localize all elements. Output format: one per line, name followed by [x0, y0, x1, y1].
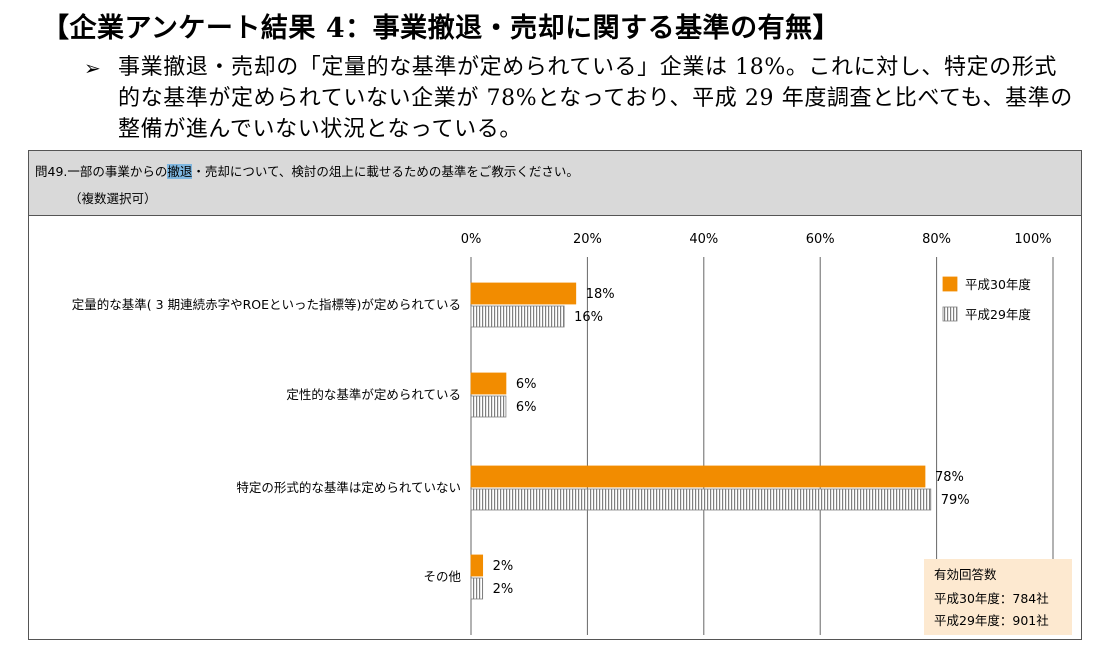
- bar-chart: 0% 20% 40% 60% 80% 100% 定量的な基準( 3 期連続赤字やROEとい…: [72, 232, 1072, 635]
- legend-label: 平成29年度: [965, 307, 1031, 322]
- bar-h30: [470, 465, 926, 488]
- category-label: 定量的な基準( 3 期連続赤字やROEといった指標等)が定められている: [72, 297, 461, 312]
- bar-h30: [470, 282, 577, 305]
- data-label: 79%: [941, 493, 970, 508]
- question-box: 問49.一部の事業からの撤退・売却について、検討の俎上に載せるための基準をご教示…: [29, 151, 1081, 216]
- bar-h29: [470, 395, 507, 418]
- bar-h30: [470, 554, 484, 577]
- legend-swatch-h30: [942, 276, 958, 292]
- x-tick-label: 40%: [689, 232, 718, 247]
- bar-h29: [470, 577, 484, 600]
- question-prefix: 問49.一部の事業からの: [35, 164, 168, 179]
- question-suffix: ・売却について、検討の俎上に載せるための基準をご教示ください。: [192, 164, 579, 179]
- category-label: 特定の形式的な基準は定められていない: [236, 480, 461, 495]
- category-labels: 定量的な基準( 3 期連続赤字やROEといった指標等)が定められている定性的な基…: [72, 297, 462, 584]
- data-label: 6%: [516, 400, 537, 415]
- page-heading: 【企業アンケート結果 4：事業撤退・売却に関する基準の有無】: [42, 13, 841, 44]
- note-line-2: 平成29年度：901社: [934, 613, 1049, 628]
- category-label: その他: [423, 569, 461, 584]
- question-note: （複数選択可）: [69, 191, 157, 206]
- question-text: 問49.一部の事業からの撤退・売却について、検討の俎上に載せるための基準をご教示…: [35, 161, 579, 180]
- x-tick-label: 60%: [806, 232, 835, 247]
- bars: 18% 16% 6% 6% 78% 79% 2% 2%: [470, 282, 970, 600]
- category-label: 定性的な基準が定められている: [286, 387, 461, 402]
- legend-swatch-h29: [942, 306, 958, 322]
- data-label: 78%: [935, 470, 964, 485]
- bar-h29: [470, 305, 565, 328]
- summary-text: 事業撤退・売却の「定量的な基準が定められている」企業は 18%。これに対し、特定…: [118, 55, 1073, 142]
- bullet-arrow-icon: ➢: [84, 56, 101, 80]
- bar-h29: [470, 488, 932, 511]
- question-highlight: 撤退: [167, 164, 193, 179]
- x-tick-label: 100%: [1014, 232, 1051, 247]
- bar-h30: [470, 372, 507, 395]
- x-axis-ticks: 0% 20% 40% 60% 80% 100%: [461, 232, 1052, 247]
- legend-label: 平成30年度: [965, 277, 1031, 292]
- note-line-1: 平成30年度：784社: [934, 591, 1049, 606]
- data-label: 16%: [574, 310, 603, 325]
- data-label: 2%: [493, 582, 514, 597]
- data-label: 2%: [493, 559, 514, 574]
- data-label: 6%: [516, 377, 537, 392]
- respondents-note: 有効回答数 平成30年度：784社 平成29年度：901社: [924, 559, 1072, 635]
- x-tick-label: 0%: [461, 232, 482, 247]
- note-background: [924, 559, 1072, 635]
- survey-figure: 問49.一部の事業からの撤退・売却について、検討の俎上に載せるための基準をご教示…: [28, 150, 1082, 640]
- note-title: 有効回答数: [934, 567, 997, 582]
- data-label: 18%: [586, 287, 615, 302]
- x-tick-label: 80%: [922, 232, 951, 247]
- x-tick-label: 20%: [573, 232, 602, 247]
